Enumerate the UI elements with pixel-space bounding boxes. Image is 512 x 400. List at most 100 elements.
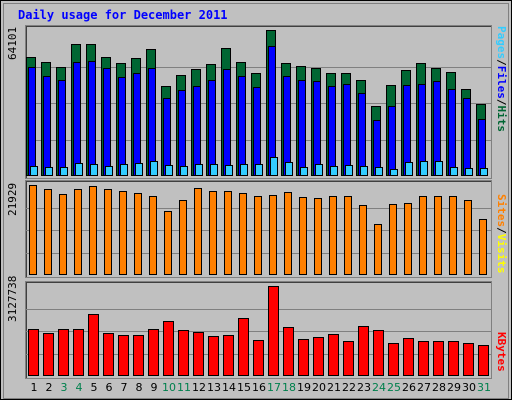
gridline <box>26 331 491 332</box>
visits-bar <box>194 188 202 275</box>
day-label: 13 <box>207 381 221 394</box>
visits-bar <box>344 196 352 275</box>
legend-hits: Hits <box>495 105 508 133</box>
visits-bar <box>59 194 67 275</box>
files-bar <box>73 62 81 176</box>
gridline <box>26 66 491 68</box>
files-bar <box>88 61 96 176</box>
pages-bar <box>330 166 338 176</box>
legend-sites: Sites <box>495 194 508 228</box>
pages-bar <box>225 165 233 176</box>
pages-bar <box>405 162 413 176</box>
visits-bar <box>389 204 397 275</box>
day-label: 26 <box>402 381 416 394</box>
pages-bar <box>420 161 428 176</box>
visits-bar <box>119 191 127 275</box>
day-label: 18 <box>282 381 296 394</box>
pages-bar <box>210 164 218 176</box>
pages-bar <box>480 168 488 176</box>
legend-kbytes: KBytes <box>495 332 508 372</box>
visits-bar <box>239 193 247 275</box>
chart-frame-border <box>3 3 509 399</box>
day-label: 30 <box>462 381 476 394</box>
visits-bar <box>404 203 412 275</box>
kbytes-bar <box>253 340 264 376</box>
kbytes-bar <box>163 321 174 376</box>
day-label: 9 <box>150 381 158 394</box>
kbytes-bar <box>343 341 354 376</box>
pages-bar <box>105 166 113 176</box>
kbytes-bar <box>208 336 219 376</box>
visits-bar <box>464 200 472 275</box>
day-label: 11 <box>177 381 191 394</box>
files-bar <box>313 81 321 176</box>
day-label: 31 <box>477 381 491 394</box>
chart-title: Daily usage for December 2011 <box>18 8 228 22</box>
day-label: 1 <box>30 381 38 394</box>
day-label: 12 <box>192 381 206 394</box>
kbytes-bar <box>73 329 84 376</box>
visits-sites-panel <box>25 180 492 278</box>
files-bar <box>58 80 66 176</box>
pages-bar <box>90 164 98 176</box>
pages-bar <box>315 164 323 176</box>
pages-bar <box>465 168 473 176</box>
visits-bar <box>329 196 337 275</box>
day-label: 27 <box>417 381 431 394</box>
day-label: 10 <box>162 381 176 394</box>
files-bar <box>253 87 261 176</box>
files-bar <box>43 76 51 176</box>
files-bar <box>178 90 186 176</box>
day-label: 23 <box>357 381 371 394</box>
day-label: 28 <box>432 381 446 394</box>
kbytes-bar <box>328 334 339 376</box>
kbytes-bar <box>433 341 444 376</box>
visits-max-label: 21929 <box>6 182 19 216</box>
visits-bar <box>104 189 112 275</box>
day-label: 25 <box>387 381 401 394</box>
day-label: 8 <box>135 381 143 394</box>
visits-bar <box>299 197 307 275</box>
files-bar <box>283 76 291 176</box>
pages-bar <box>285 162 293 176</box>
pages-bar <box>150 161 158 176</box>
pages-bar <box>120 164 128 176</box>
visits-bar <box>284 192 292 275</box>
files-bar <box>448 89 456 176</box>
kbytes-bar <box>358 326 369 376</box>
kbytes-bar <box>118 335 129 376</box>
day-label: 5 <box>90 381 98 394</box>
day-label: 15 <box>237 381 251 394</box>
pages-bar <box>135 163 143 176</box>
legend-sep-3: / <box>495 227 508 234</box>
kbytes-bar <box>403 338 414 376</box>
visits-bar <box>134 193 142 275</box>
hits-max-label: 64101 <box>6 26 19 60</box>
day-label: 6 <box>105 381 113 394</box>
kbytes-bar <box>283 327 294 376</box>
day-label: 4 <box>75 381 83 394</box>
visits-bar <box>374 224 382 275</box>
kbytes-bar <box>238 318 249 376</box>
day-label: 20 <box>312 381 326 394</box>
day-label: 2 <box>45 381 53 394</box>
kbytes-bar <box>478 345 489 376</box>
legend-sep-1: / <box>495 59 508 66</box>
files-bar <box>103 68 111 176</box>
pages-bar <box>255 164 263 176</box>
kbytes-bar <box>298 339 309 376</box>
pages-bar <box>30 166 38 176</box>
visits-bar <box>434 196 442 275</box>
legend-files: Files <box>495 65 508 99</box>
visits-bar <box>419 196 427 275</box>
kbytes-bar <box>43 333 54 376</box>
visits-bar <box>89 186 97 275</box>
visits-bar <box>224 191 232 275</box>
kbytes-bar <box>388 343 399 376</box>
files-bar <box>28 67 36 176</box>
kbytes-bar <box>133 335 144 376</box>
pages-bar <box>390 169 398 176</box>
pages-bar <box>165 165 173 176</box>
gridline <box>26 308 491 310</box>
pages-bar <box>360 166 368 176</box>
